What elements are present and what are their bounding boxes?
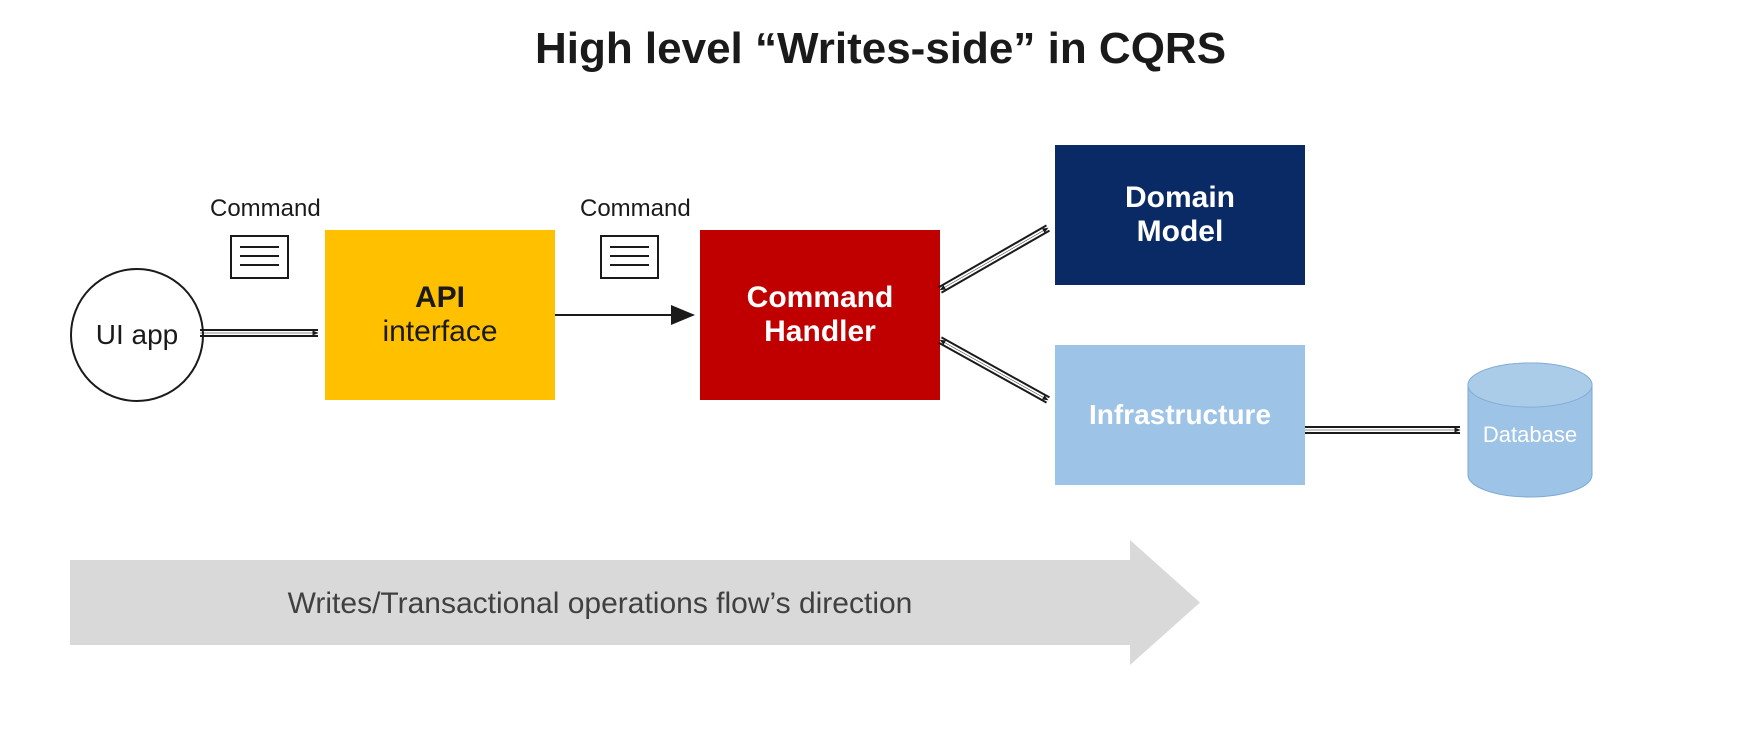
node-ui-app-label: UI app [96, 319, 179, 351]
node-domain-label2: Model [1137, 215, 1224, 249]
edge-label-cmd1: Command [210, 195, 321, 223]
node-api-label2: interface [382, 315, 497, 349]
node-domain: Domain Model [1055, 145, 1305, 285]
diagram-title: High level “Writes-side” in CQRS [0, 24, 1761, 74]
node-api-label1: API [415, 281, 465, 315]
node-domain-label1: Domain [1125, 181, 1235, 215]
node-database-label: Database [1483, 422, 1577, 447]
node-handler: Command Handler [700, 230, 940, 400]
edge-label-cmd2: Command [580, 195, 691, 223]
command-icon-1 [230, 235, 289, 279]
node-infra: Infrastructure [1055, 345, 1305, 485]
diagram-canvas: High level “Writes-side” in CQRS UI app … [0, 0, 1761, 736]
node-ui-app: UI app [70, 268, 204, 402]
node-api: API interface [325, 230, 555, 400]
node-infra-label1: Infrastructure [1089, 399, 1271, 431]
node-handler-label2: Handler [764, 315, 876, 349]
node-handler-label1: Command [747, 281, 894, 315]
flow-arrow-label: Writes/Transactional operations flow’s d… [288, 587, 913, 620]
command-icon-2 [600, 235, 659, 279]
